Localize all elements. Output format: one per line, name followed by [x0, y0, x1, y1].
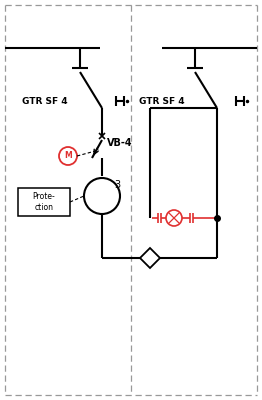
Text: GTR SF 4: GTR SF 4	[22, 96, 68, 106]
Text: Prote-
ction: Prote- ction	[33, 192, 55, 212]
Text: M: M	[64, 152, 72, 160]
Text: 3: 3	[114, 180, 120, 190]
FancyBboxPatch shape	[18, 188, 70, 216]
Text: VB-4: VB-4	[107, 138, 133, 148]
Text: GTR SF 4: GTR SF 4	[139, 96, 185, 106]
